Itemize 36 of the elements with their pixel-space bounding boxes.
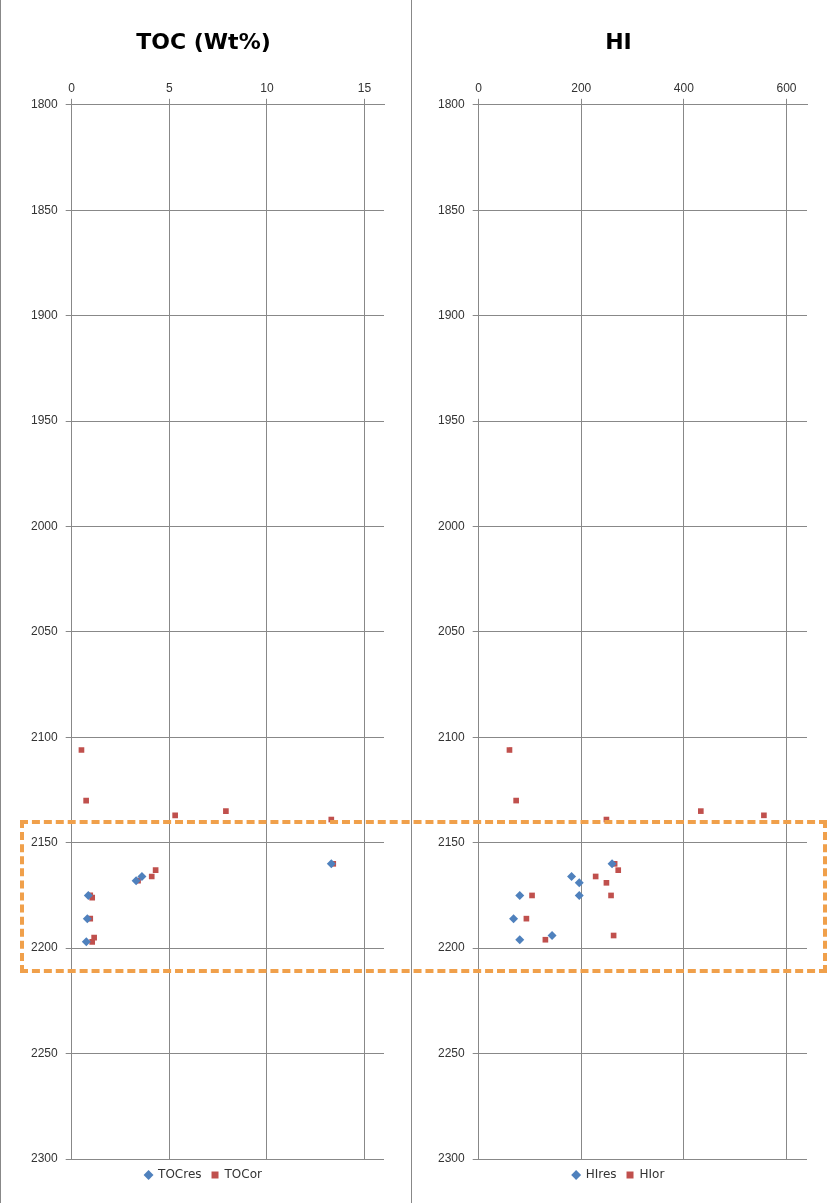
x-tick-label: 15 [357, 80, 372, 95]
y-tick-label: 2300 [30, 1151, 59, 1166]
chart-title: TOC (Wt%) [136, 28, 271, 54]
y-tick-label: 2000 [437, 518, 466, 533]
legend-label: HIres [585, 1167, 617, 1182]
legend-label: TOCres [157, 1167, 202, 1182]
x-tick-label: 200 [571, 80, 592, 95]
y-tick-label: 2050 [437, 624, 466, 639]
y-tick-label: 2100 [30, 729, 59, 744]
y-tick-label: 1900 [30, 307, 59, 322]
x-tick-label: 5 [165, 80, 173, 95]
y-tick-label: 1800 [30, 97, 59, 112]
legend-label: HIor [639, 1167, 665, 1182]
y-tick-label: 1800 [437, 97, 466, 112]
y-tick-label: 2200 [437, 940, 466, 955]
x-tick-label: 400 [673, 80, 695, 95]
x-tick-label: 0 [475, 80, 483, 95]
y-tick-label: 2300 [437, 1151, 466, 1166]
y-tick-label: 2150 [30, 835, 59, 850]
x-tick-label: 0 [68, 80, 76, 95]
legend-label: TOCor [223, 1167, 263, 1182]
y-tick-label: 2050 [30, 624, 59, 639]
y-tick-label: 1850 [437, 202, 466, 217]
y-tick-label: 2250 [30, 1045, 59, 1060]
y-tick-label: 1900 [437, 307, 466, 322]
y-tick-label: 2200 [30, 940, 59, 955]
x-tick-label: 10 [260, 80, 274, 95]
y-tick-label: 2100 [437, 729, 466, 744]
y-tick-label: 2250 [437, 1045, 466, 1060]
x-tick-label: 600 [776, 80, 797, 95]
y-tick-label: 2150 [437, 835, 466, 850]
y-tick-label: 1850 [30, 202, 59, 217]
chart-title: HI [605, 28, 632, 54]
y-tick-label: 1950 [30, 413, 59, 428]
y-tick-label: 2000 [30, 518, 59, 533]
y-tick-label: 1950 [437, 413, 466, 428]
